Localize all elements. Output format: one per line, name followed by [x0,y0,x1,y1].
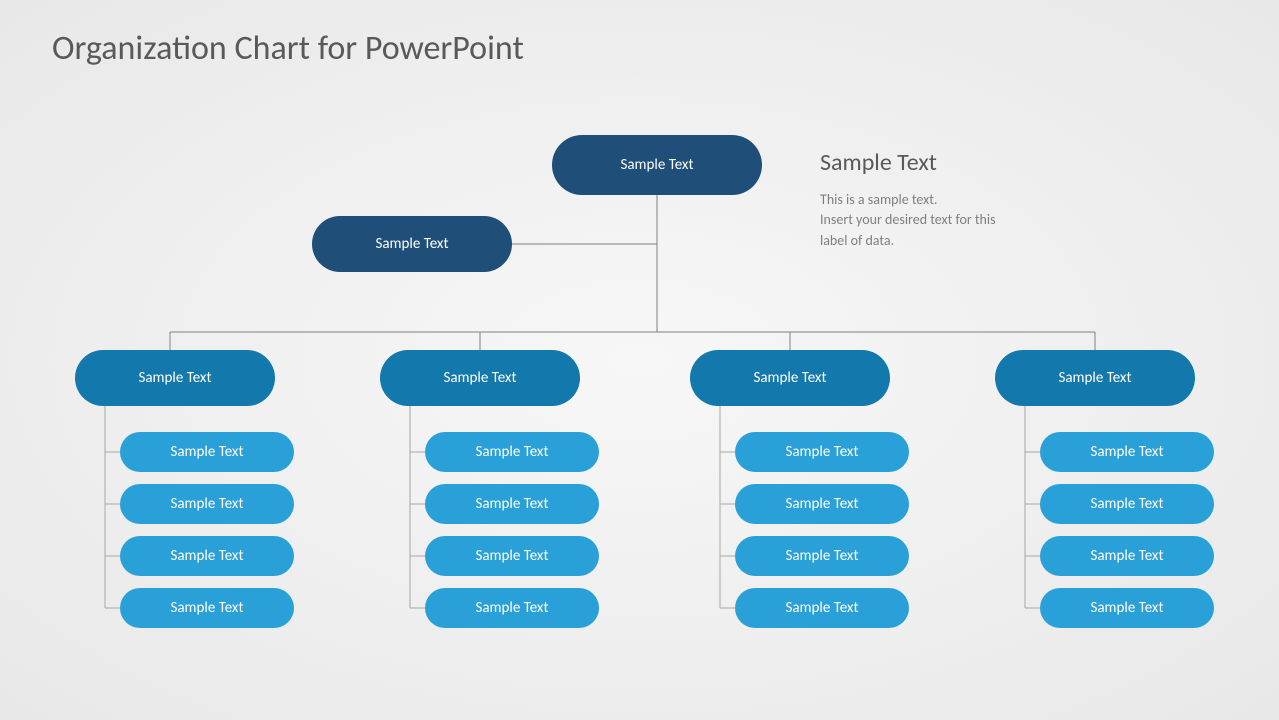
org-leaf-0-0: Sample Text [120,432,294,472]
org-branch-head-0: Sample Text [75,350,275,406]
org-leaf-1-1: Sample Text [425,484,599,524]
side-desc-line2: Insert your desired text for this [820,211,996,228]
slide-title: Organization Chart for PowerPoint [52,28,524,69]
org-root-node: Sample Text [552,135,762,195]
org-leaf-1-0: Sample Text [425,432,599,472]
org-leaf-2-3: Sample Text [735,588,909,628]
org-assistant-node: Sample Text [312,216,512,272]
org-leaf-2-1: Sample Text [735,484,909,524]
org-leaf-3-1: Sample Text [1040,484,1214,524]
org-leaf-0-2: Sample Text [120,536,294,576]
org-leaf-0-3: Sample Text [120,588,294,628]
org-leaf-3-2: Sample Text [1040,536,1214,576]
org-branch-head-1: Sample Text [380,350,580,406]
side-heading: Sample Text [820,148,937,177]
org-leaf-2-0: Sample Text [735,432,909,472]
org-branch-head-3: Sample Text [995,350,1195,406]
org-leaf-3-3: Sample Text [1040,588,1214,628]
side-desc-line1: This is a sample text. [820,191,937,208]
org-leaf-0-1: Sample Text [120,484,294,524]
org-leaf-3-0: Sample Text [1040,432,1214,472]
org-leaf-2-2: Sample Text [735,536,909,576]
org-branch-head-2: Sample Text [690,350,890,406]
side-description: This is a sample text. Insert your desir… [820,190,1080,251]
side-desc-line3: label of data. [820,232,894,249]
org-leaf-1-3: Sample Text [425,588,599,628]
org-leaf-1-2: Sample Text [425,536,599,576]
